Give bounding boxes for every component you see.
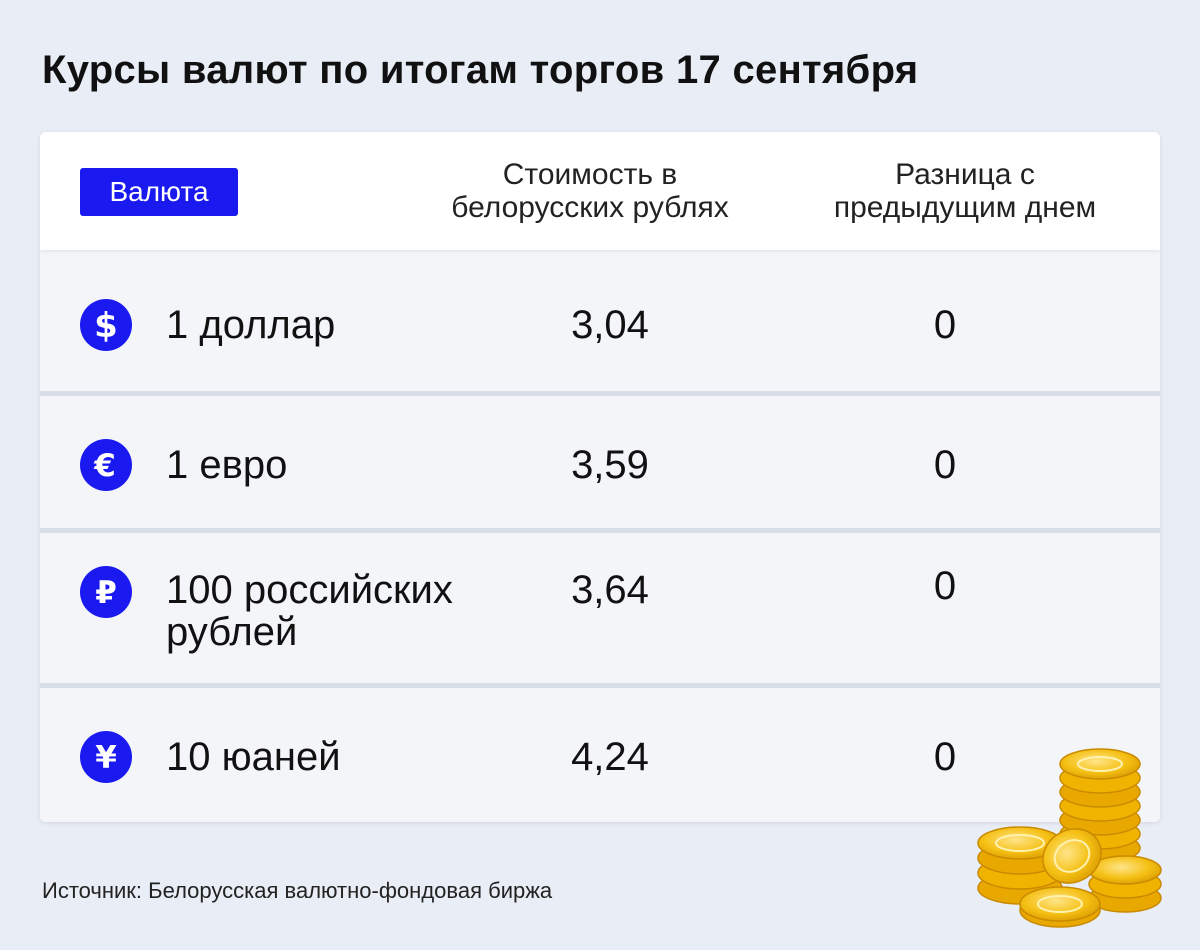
euro-icon: €: [80, 439, 132, 491]
currency-value: 4,24: [571, 735, 649, 779]
currency-name-line1: 1 доллар: [166, 303, 336, 347]
diff-column-header-line1: Разница с: [895, 158, 1035, 191]
currency-name: 1 евро: [166, 444, 287, 486]
currency-name-line1: 10 юаней: [166, 735, 341, 779]
currency-value: 3,04: [571, 303, 649, 347]
currency-diff: 0: [933, 443, 957, 487]
coins-icon: [977, 748, 1162, 928]
table-row: $ 1 доллар 3,04 0: [40, 258, 1160, 391]
currency-name-line2: рублей: [166, 610, 298, 654]
currency-diff: 0: [933, 564, 957, 608]
svg-text:¥: ¥: [95, 740, 117, 776]
row-divider: [40, 683, 1160, 688]
diff-column-header-line2: предыдущим днем: [833, 191, 1097, 224]
currency-name: 1 доллар: [166, 304, 335, 346]
currency-value: 3,59: [571, 443, 649, 487]
currency-name-line1: 1 евро: [166, 443, 288, 487]
currency-name-line1: 100 российских: [166, 568, 453, 612]
currency-diff: 0: [933, 303, 957, 347]
svg-text:€: €: [93, 448, 116, 484]
dollar-icon: $: [80, 299, 132, 351]
currency-column-badge: Валюта: [80, 168, 238, 216]
row-divider: [40, 391, 1160, 396]
yuan-icon: ¥: [80, 731, 132, 783]
table-row: € 1 евро 3,59 0: [40, 396, 1160, 528]
value-column-header: Стоимость в белорусских рублях: [410, 158, 770, 224]
currency-name: 100 российских рублей: [166, 569, 453, 653]
svg-text:$: $: [94, 306, 118, 346]
table-row: ₽ 100 российских рублей 3,64 0: [40, 533, 1160, 683]
value-column-header-line2: белорусских рублях: [451, 191, 729, 224]
currency-value: 3,64: [571, 568, 649, 612]
currency-diff: 0: [933, 735, 957, 779]
diff-column-header: Разница с предыдущим днем: [785, 158, 1145, 224]
value-column-header-line1: Стоимость в: [502, 158, 678, 191]
rates-table: Валюта Стоимость в белорусских рублях Ра…: [40, 132, 1160, 822]
source-note: Источник: Белорусская валютно-фондовая б…: [42, 878, 553, 903]
currency-name: 10 юаней: [166, 736, 341, 778]
ruble-icon: ₽: [80, 566, 132, 618]
table-row: ¥ 10 юаней 4,24 0: [40, 688, 1160, 822]
page-title: Курсы валют по итогам торгов 17 сентября: [42, 48, 919, 92]
svg-text:₽: ₽: [95, 575, 117, 611]
table-header: Валюта Стоимость в белорусских рублях Ра…: [40, 132, 1160, 250]
row-divider: [40, 528, 1160, 533]
